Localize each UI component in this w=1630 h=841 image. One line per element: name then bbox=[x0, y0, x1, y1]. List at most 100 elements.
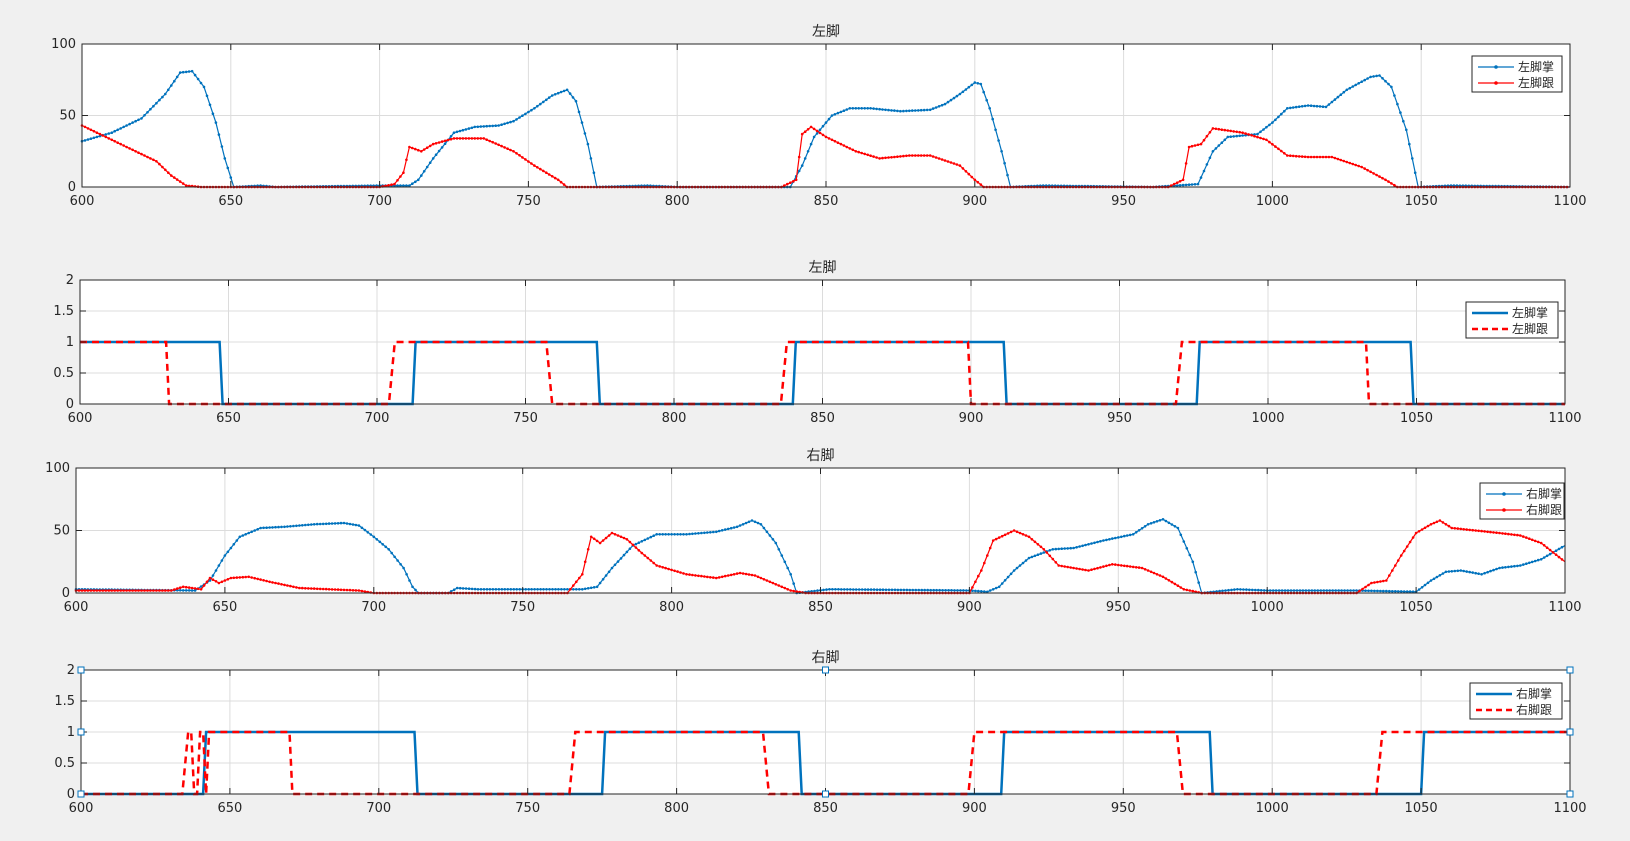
series-point-1 bbox=[1480, 573, 1483, 576]
series-point-2 bbox=[821, 133, 825, 137]
series-point-1 bbox=[1239, 588, 1242, 591]
x-tick-label: 1000 bbox=[1256, 801, 1289, 816]
series-point-2 bbox=[393, 182, 396, 186]
series-point-1 bbox=[970, 83, 974, 87]
series-point-1 bbox=[937, 105, 941, 108]
series-point-2 bbox=[155, 160, 158, 163]
series-point-1 bbox=[800, 164, 804, 167]
series-point-2 bbox=[673, 569, 676, 573]
series-point-2 bbox=[1152, 571, 1156, 575]
series-point-1 bbox=[943, 102, 947, 106]
series-point-1 bbox=[637, 541, 641, 544]
series-point-2 bbox=[1169, 184, 1173, 187]
series-point-1 bbox=[509, 588, 513, 591]
series-point-2 bbox=[691, 573, 694, 577]
series-point-1 bbox=[1316, 589, 1320, 592]
series-point-2 bbox=[556, 178, 560, 182]
series-point-1 bbox=[777, 548, 781, 551]
series-point-1 bbox=[557, 588, 560, 591]
series-point-2 bbox=[1450, 526, 1454, 530]
series-point-2 bbox=[1250, 134, 1253, 137]
x-tick-label: 600 bbox=[70, 194, 95, 209]
series-point-1 bbox=[1193, 183, 1197, 186]
series-point-1 bbox=[643, 538, 647, 542]
series-point-2 bbox=[77, 589, 81, 592]
series-point-2 bbox=[530, 162, 533, 165]
series-point-2 bbox=[670, 568, 673, 572]
series-point-2 bbox=[547, 173, 551, 176]
series-point-2 bbox=[1202, 138, 1206, 142]
series-point-1 bbox=[545, 98, 548, 102]
series-point-2 bbox=[515, 152, 518, 155]
series-point-2 bbox=[1012, 529, 1016, 532]
series-point-1 bbox=[396, 184, 399, 187]
series-point-1 bbox=[878, 588, 882, 591]
series-point-1 bbox=[908, 109, 911, 113]
series-point-2 bbox=[253, 576, 256, 580]
series-point-1 bbox=[1233, 588, 1236, 591]
series-point-2 bbox=[539, 167, 542, 171]
series-point-1 bbox=[193, 73, 197, 77]
series-point-1 bbox=[1510, 565, 1513, 568]
series-point-2 bbox=[1123, 564, 1126, 568]
series-point-1 bbox=[1489, 569, 1492, 573]
series-point-1 bbox=[196, 77, 200, 81]
series-point-2 bbox=[283, 583, 286, 587]
series-point-1 bbox=[971, 589, 974, 592]
x-tick-label: 950 bbox=[1107, 411, 1132, 426]
series-point-2 bbox=[464, 137, 468, 140]
series-point-1 bbox=[1232, 135, 1235, 138]
series-point-2 bbox=[1348, 161, 1352, 165]
series-point-1 bbox=[572, 588, 575, 591]
series-point-2 bbox=[575, 580, 578, 584]
series-point-1 bbox=[1196, 182, 1200, 186]
series-point-1 bbox=[586, 587, 590, 590]
series-point-1 bbox=[503, 122, 506, 126]
series-point-2 bbox=[971, 586, 974, 589]
x-tick-label: 700 bbox=[365, 411, 390, 426]
series-point-1 bbox=[1134, 531, 1138, 534]
series-point-2 bbox=[1172, 182, 1176, 186]
series-point-2 bbox=[178, 586, 182, 589]
series-point-2 bbox=[98, 132, 102, 136]
legend-label-1: 右脚掌 bbox=[1526, 486, 1562, 501]
series-point-2 bbox=[646, 556, 650, 560]
series-point-1 bbox=[167, 88, 170, 92]
series-point-1 bbox=[1238, 134, 1241, 138]
series-point-2 bbox=[613, 533, 617, 536]
series-point-1 bbox=[1060, 547, 1063, 550]
series-point-1 bbox=[289, 525, 292, 528]
series-point-2 bbox=[333, 588, 337, 591]
series-point-2 bbox=[339, 588, 343, 592]
series-point-2 bbox=[1018, 531, 1022, 535]
series-point-2 bbox=[1262, 137, 1265, 141]
series-point-1 bbox=[1054, 547, 1058, 551]
x-tick-label: 1050 bbox=[1400, 411, 1433, 426]
series-point-2 bbox=[860, 151, 863, 155]
series-point-2 bbox=[586, 548, 590, 551]
series-point-2 bbox=[786, 588, 789, 591]
series-point-2 bbox=[917, 154, 920, 157]
series-point-1 bbox=[774, 541, 778, 545]
series-point-1 bbox=[726, 527, 730, 531]
series-point-2 bbox=[411, 146, 414, 150]
series-point-1 bbox=[354, 523, 358, 527]
series-point-1 bbox=[1102, 539, 1105, 542]
series-point-2 bbox=[1345, 160, 1349, 164]
series-point-1 bbox=[1229, 135, 1232, 138]
series-point-2 bbox=[1030, 538, 1034, 541]
series-point-2 bbox=[259, 578, 262, 581]
x-tick-label: 1050 bbox=[1405, 801, 1438, 816]
series-point-2 bbox=[110, 589, 113, 592]
series-point-2 bbox=[146, 155, 149, 159]
series-point-1 bbox=[539, 102, 542, 106]
series-point-1 bbox=[601, 578, 605, 581]
series-point-1 bbox=[437, 149, 441, 153]
series-point-2 bbox=[363, 590, 367, 593]
series-point-1 bbox=[1248, 588, 1251, 592]
series-point-2 bbox=[973, 178, 977, 182]
y-tick-label: 2 bbox=[66, 273, 74, 288]
series-point-1 bbox=[1321, 105, 1325, 108]
series-point-2 bbox=[428, 144, 432, 148]
series-point-1 bbox=[929, 588, 932, 592]
